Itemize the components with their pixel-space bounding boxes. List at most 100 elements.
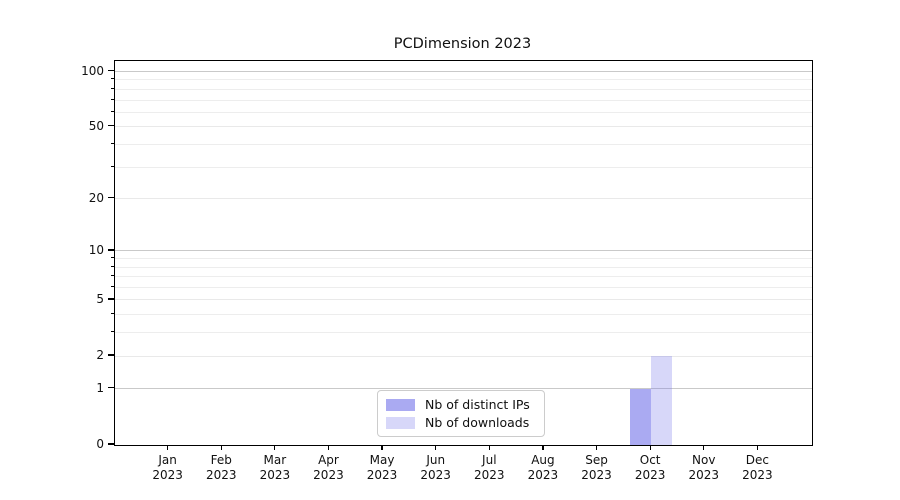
y-gridline-minor <box>115 287 812 289</box>
x-tick-label-year: 2023 <box>152 468 183 482</box>
y-gridline <box>115 299 812 301</box>
y-gridline-minor <box>115 166 812 168</box>
legend: Nb of distinct IPs Nb of downloads <box>377 390 545 437</box>
x-tick-mark <box>220 445 222 450</box>
x-tick-label-month: May <box>369 453 395 467</box>
y-gridline-minor <box>115 266 812 268</box>
y-minor-tick-mark <box>111 331 114 333</box>
x-tick-label: May 2023 <box>350 453 414 483</box>
y-tick-label: 1 <box>96 380 104 395</box>
y-gridline-minor <box>115 332 812 334</box>
y-tick-label: 100 <box>81 63 104 78</box>
x-tick-mark <box>435 445 437 450</box>
y-tick-mark <box>108 125 114 127</box>
x-tick-label-year: 2023 <box>742 468 773 482</box>
x-tick-mark <box>649 445 651 450</box>
x-tick-label: Oct 2023 <box>618 453 682 483</box>
y-tick-label: 2 <box>96 348 104 363</box>
x-tick-label: Jul 2023 <box>457 453 521 483</box>
plot-area <box>114 60 813 446</box>
y-tick-mark <box>108 443 114 445</box>
x-tick-mark <box>756 445 758 450</box>
legend-item-distinct-ips: Nb of distinct IPs <box>386 397 536 412</box>
y-minor-tick-mark <box>111 78 114 80</box>
y-gridline-minor <box>115 143 812 145</box>
x-tick-label-year: 2023 <box>581 468 612 482</box>
y-minor-tick-mark <box>111 165 114 167</box>
x-tick-label-month: Nov <box>692 453 716 467</box>
x-tick-label-year: 2023 <box>474 468 505 482</box>
x-tick-label-year: 2023 <box>527 468 559 482</box>
y-gridline-major <box>115 250 812 252</box>
chart-title: PCDimension 2023 <box>393 36 532 52</box>
y-minor-tick-mark <box>111 275 114 277</box>
y-gridline-minor <box>115 258 812 260</box>
x-tick-mark <box>274 445 276 450</box>
bar-distinct-ips <box>630 388 652 445</box>
x-tick-label: Jun 2023 <box>404 453 468 483</box>
x-tick-label: Apr 2023 <box>296 453 360 483</box>
y-tick-mark <box>108 249 114 251</box>
x-tick-mark <box>703 445 705 450</box>
x-tick-label: Mar 2023 <box>243 453 307 483</box>
x-tick-mark <box>381 445 383 450</box>
legend-label-distinct-ips: Nb of distinct IPs <box>425 397 530 412</box>
y-minor-tick-mark <box>111 142 114 144</box>
y-tick-mark <box>108 298 114 300</box>
x-tick-label-month: Feb <box>210 453 232 467</box>
x-tick-label: Sep 2023 <box>565 453 629 483</box>
x-tick-label: Aug 2023 <box>511 453 575 483</box>
x-tick-label-month: Jun <box>426 453 446 467</box>
x-tick-label-month: Oct <box>639 453 661 467</box>
bar-downloads <box>651 356 673 445</box>
y-gridline-minor <box>115 276 812 278</box>
x-tick-label: Dec 2023 <box>725 453 789 483</box>
y-gridline <box>115 126 812 128</box>
x-tick-label-year: 2023 <box>688 468 720 482</box>
x-tick-label: Jan 2023 <box>136 453 200 483</box>
x-tick-label-month: Sep <box>585 453 608 467</box>
x-tick-label: Nov 2023 <box>672 453 736 483</box>
x-tick-label-month: Jul <box>482 453 497 467</box>
x-tick-label-year: 2023 <box>634 468 666 482</box>
y-gridline-major <box>115 71 812 72</box>
y-gridline <box>115 355 812 357</box>
x-tick-label-month: Apr <box>318 453 339 467</box>
y-minor-tick-mark <box>111 98 114 100</box>
legend-item-downloads: Nb of downloads <box>386 415 536 430</box>
legend-label-downloads: Nb of downloads <box>425 415 530 430</box>
y-tick-label: 50 <box>88 118 104 133</box>
y-tick-label: 0 <box>96 437 104 451</box>
y-tick-label: 20 <box>88 190 104 205</box>
y-gridline-minor <box>115 111 812 113</box>
y-gridline-minor <box>115 314 812 316</box>
y-gridline-minor <box>115 79 812 81</box>
x-tick-mark <box>167 445 169 450</box>
y-minor-tick-mark <box>111 110 114 112</box>
y-minor-tick-mark <box>111 313 114 315</box>
y-gridline <box>115 198 812 200</box>
y-gridline-minor <box>115 88 812 90</box>
x-tick-mark <box>488 445 490 450</box>
x-tick-label-year: 2023 <box>205 468 237 482</box>
y-minor-tick-mark <box>111 286 114 288</box>
x-tick-label: Feb 2023 <box>189 453 253 483</box>
x-tick-label-month: Aug <box>531 453 555 467</box>
x-tick-label-year: 2023 <box>420 468 451 482</box>
y-tick-label: 5 <box>96 291 104 306</box>
y-tick-mark <box>108 387 114 389</box>
y-minor-tick-mark <box>111 257 114 259</box>
legend-swatch-downloads <box>386 416 415 429</box>
x-tick-mark <box>542 445 544 450</box>
x-tick-mark <box>595 445 598 450</box>
x-tick-label-year: 2023 <box>313 468 344 482</box>
y-gridline-major <box>115 388 812 390</box>
y-gridline-minor <box>115 99 812 101</box>
y-tick-mark <box>108 197 114 199</box>
legend-swatch-distinct-ips <box>386 398 415 411</box>
x-tick-mark <box>327 445 330 450</box>
y-tick-label: 10 <box>88 242 104 257</box>
x-tick-label-year: 2023 <box>366 468 398 482</box>
x-tick-label-month: Mar <box>263 453 287 467</box>
